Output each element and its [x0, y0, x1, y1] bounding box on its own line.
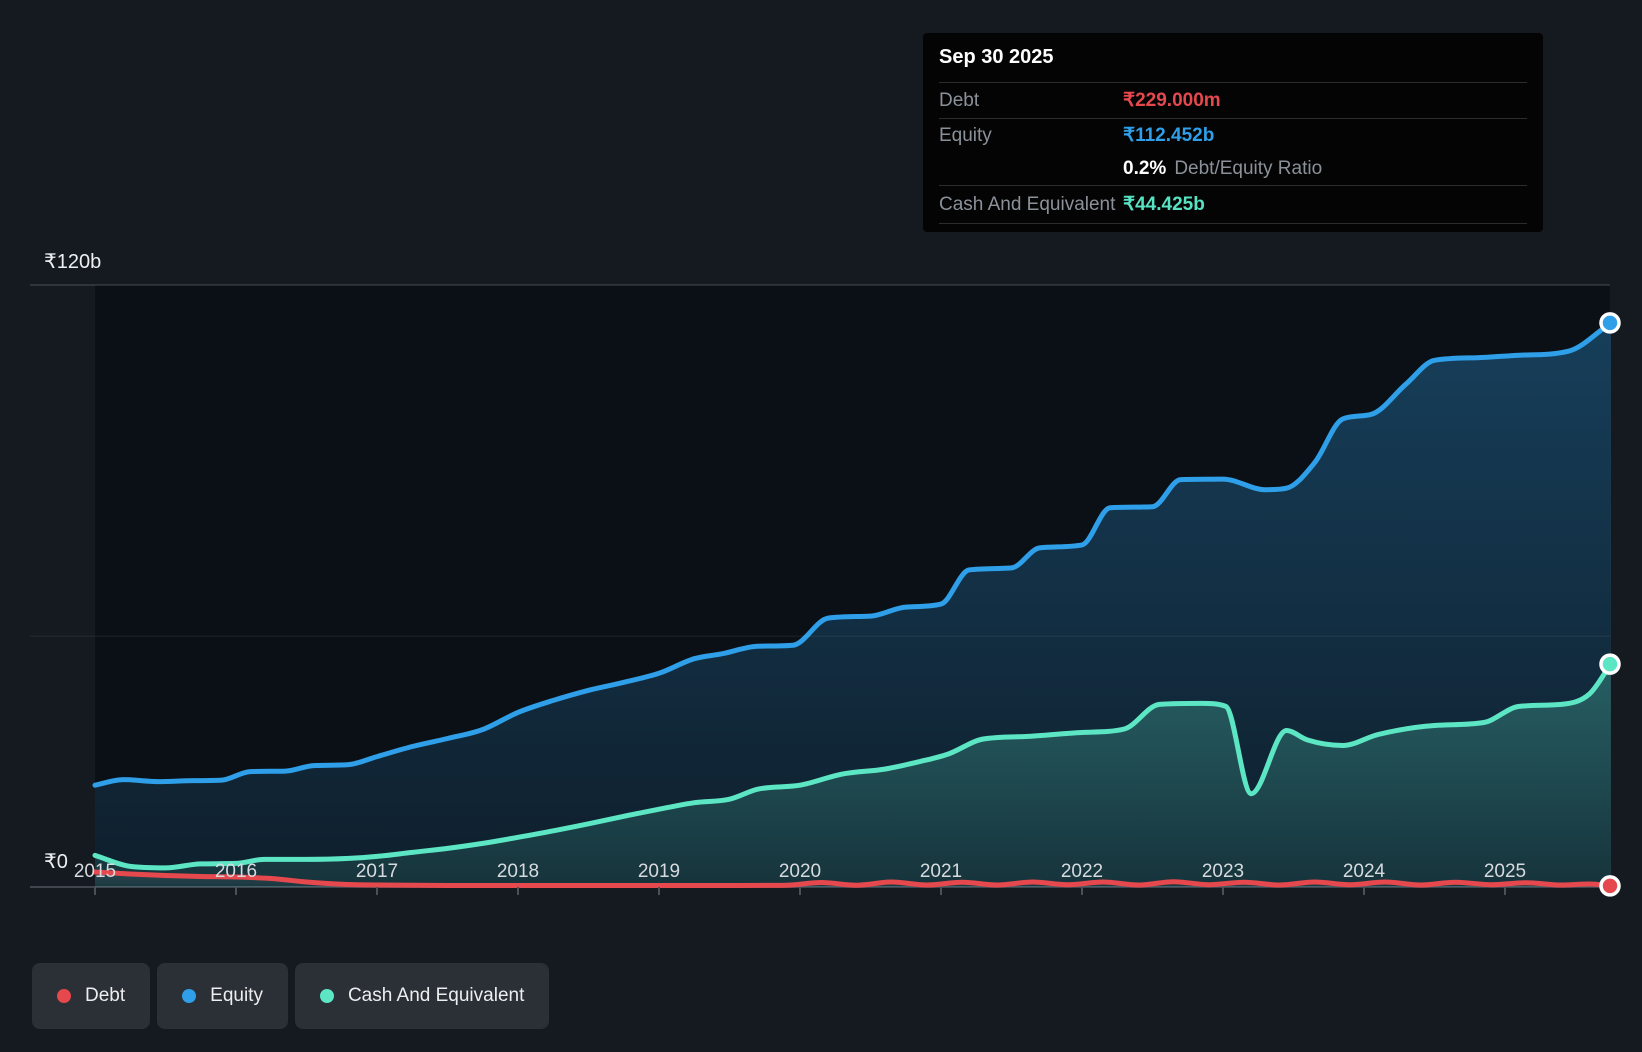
cash-end-marker-icon	[1599, 653, 1621, 675]
tooltip-date: Sep 30 2025	[939, 33, 1527, 83]
tooltip-equity-label: Equity	[939, 124, 992, 146]
x-tick-label-2017: 2017	[355, 861, 399, 882]
legend-debt-label: Debt	[85, 985, 126, 1006]
equity-end-marker-icon	[1599, 312, 1621, 334]
x-tick-label-2019: 2019	[637, 861, 681, 882]
tooltip-cash-label: Cash And Equivalent	[939, 193, 1116, 215]
debt-equity-history-chart[interactable]	[0, 0, 1642, 915]
x-tick-label-2022: 2022	[1060, 861, 1104, 882]
y-axis-label-0: ₹0	[44, 851, 68, 873]
tooltip-row-cash: Cash And Equivalent ₹44.425b	[939, 186, 1527, 224]
legend-equity-label: Equity	[210, 985, 263, 1006]
chart-legend: Debt Equity Cash And Equivalent	[32, 963, 550, 1029]
tooltip-ratio-label: Debt/Equity Ratio	[1174, 157, 1323, 179]
x-tick-label-2016: 2016	[214, 861, 258, 882]
tooltip-row-debt: Debt ₹229.000m	[939, 83, 1527, 119]
cash-line	[92, 661, 1614, 871]
legend-item-debt[interactable]: Debt	[32, 963, 151, 1029]
chart-tooltip: Sep 30 2025 Debt ₹229.000m Equity ₹112.4…	[923, 33, 1543, 232]
tooltip-debt-label: Debt	[939, 89, 980, 111]
cash-area	[95, 664, 1611, 887]
cash-legend-dot-icon	[319, 989, 334, 1003]
legend-item-cash[interactable]: Cash And Equivalent	[294, 963, 550, 1029]
debt-end-marker-icon	[1599, 875, 1621, 897]
equity-legend-dot-icon	[182, 989, 197, 1003]
legend-cash-label: Cash And Equivalent	[347, 985, 525, 1006]
x-tick-label-2020: 2020	[778, 861, 822, 882]
tooltip-row-ratio: 0.2% Debt/Equity Ratio	[939, 152, 1527, 186]
y-axis-label-120b: ₹120b	[44, 251, 102, 273]
tooltip-cash-value: ₹44.425b	[1123, 194, 1205, 215]
tooltip-equity-value: ₹112.452b	[1123, 125, 1215, 146]
tooltip-row-equity: Equity ₹112.452b	[939, 119, 1527, 152]
equity-line	[92, 320, 1614, 788]
tooltip-ratio-value: 0.2%	[1123, 157, 1167, 179]
debt-legend-dot-icon	[57, 989, 71, 1003]
tooltip-debt-value: ₹229.000m	[1123, 90, 1221, 111]
x-tick-label-2021: 2021	[919, 861, 963, 882]
legend-item-equity[interactable]: Equity	[157, 963, 288, 1029]
x-tick-label-2018: 2018	[496, 861, 540, 882]
debt-line	[92, 869, 1614, 889]
x-tick-label-2025: 2025	[1483, 861, 1527, 882]
x-tick-label-2023: 2023	[1201, 861, 1245, 882]
x-tick-label-2024: 2024	[1342, 861, 1386, 882]
x-tick-label-2015: 2015	[73, 861, 117, 882]
